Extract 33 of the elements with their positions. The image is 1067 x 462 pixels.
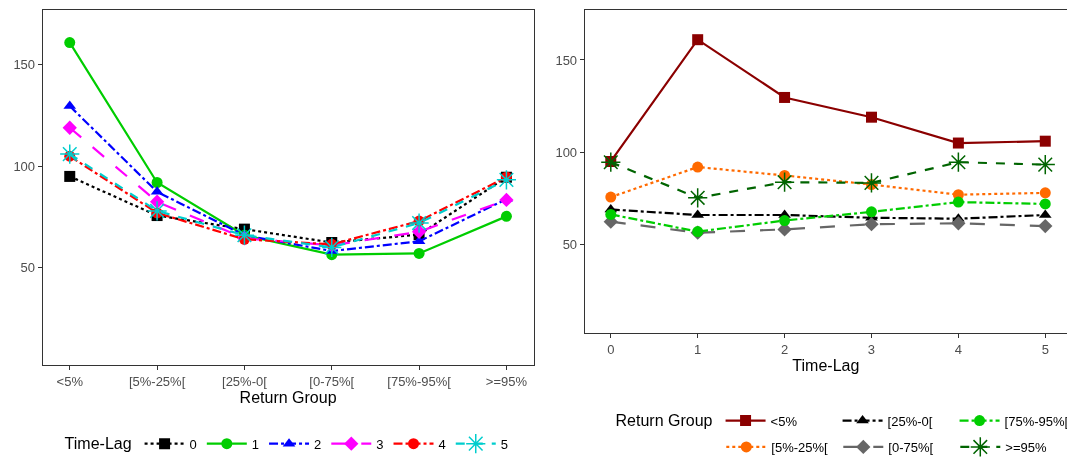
x-tick-label: <5% (56, 373, 84, 389)
y-tick-label: 150 (13, 57, 36, 73)
y-tick-label: 50 (20, 260, 36, 276)
legend-title: Return Group (615, 412, 713, 430)
legend-label: [0-75%[ (888, 440, 934, 456)
x-tick-label: [0-75%[ (309, 373, 355, 389)
x-tick-label: 1 (694, 341, 702, 357)
y-tick-label: 100 (555, 144, 578, 160)
x-axis-title: Return Group (239, 389, 337, 407)
x-tick-label: >=95% (485, 373, 528, 389)
legend-label: [5%-25%[ (771, 440, 829, 456)
legend-label: <5% (770, 413, 798, 429)
x-axis-title: Time-Lag (792, 357, 860, 375)
legend-label: 1 (251, 436, 260, 452)
x-tick-label: [75%-95%[ (387, 373, 452, 389)
y-tick-label: 150 (555, 52, 578, 68)
legend-title: Time-Lag (64, 435, 132, 453)
legend-label: 0 (189, 436, 197, 452)
x-tick-label: [25%-0[ (222, 373, 268, 389)
legend-label: >=95% (1005, 440, 1047, 456)
x-tick-label: [5%-25%[ (128, 373, 186, 389)
x-tick-label: 3 (867, 341, 876, 357)
y-tick-label: 100 (13, 158, 36, 174)
legend-label: 5 (500, 436, 508, 452)
x-tick-label: 2 (780, 341, 789, 357)
legend-label: 4 (438, 436, 446, 452)
x-tick-label: 0 (607, 341, 615, 357)
legend-label: 3 (376, 436, 384, 452)
legend-label: 2 (314, 436, 322, 452)
x-tick-label: 5 (1041, 341, 1049, 357)
y-tick-label: 50 (562, 237, 578, 253)
legend-label: [25%-0[ (887, 413, 933, 429)
x-tick-label: 4 (954, 341, 962, 357)
